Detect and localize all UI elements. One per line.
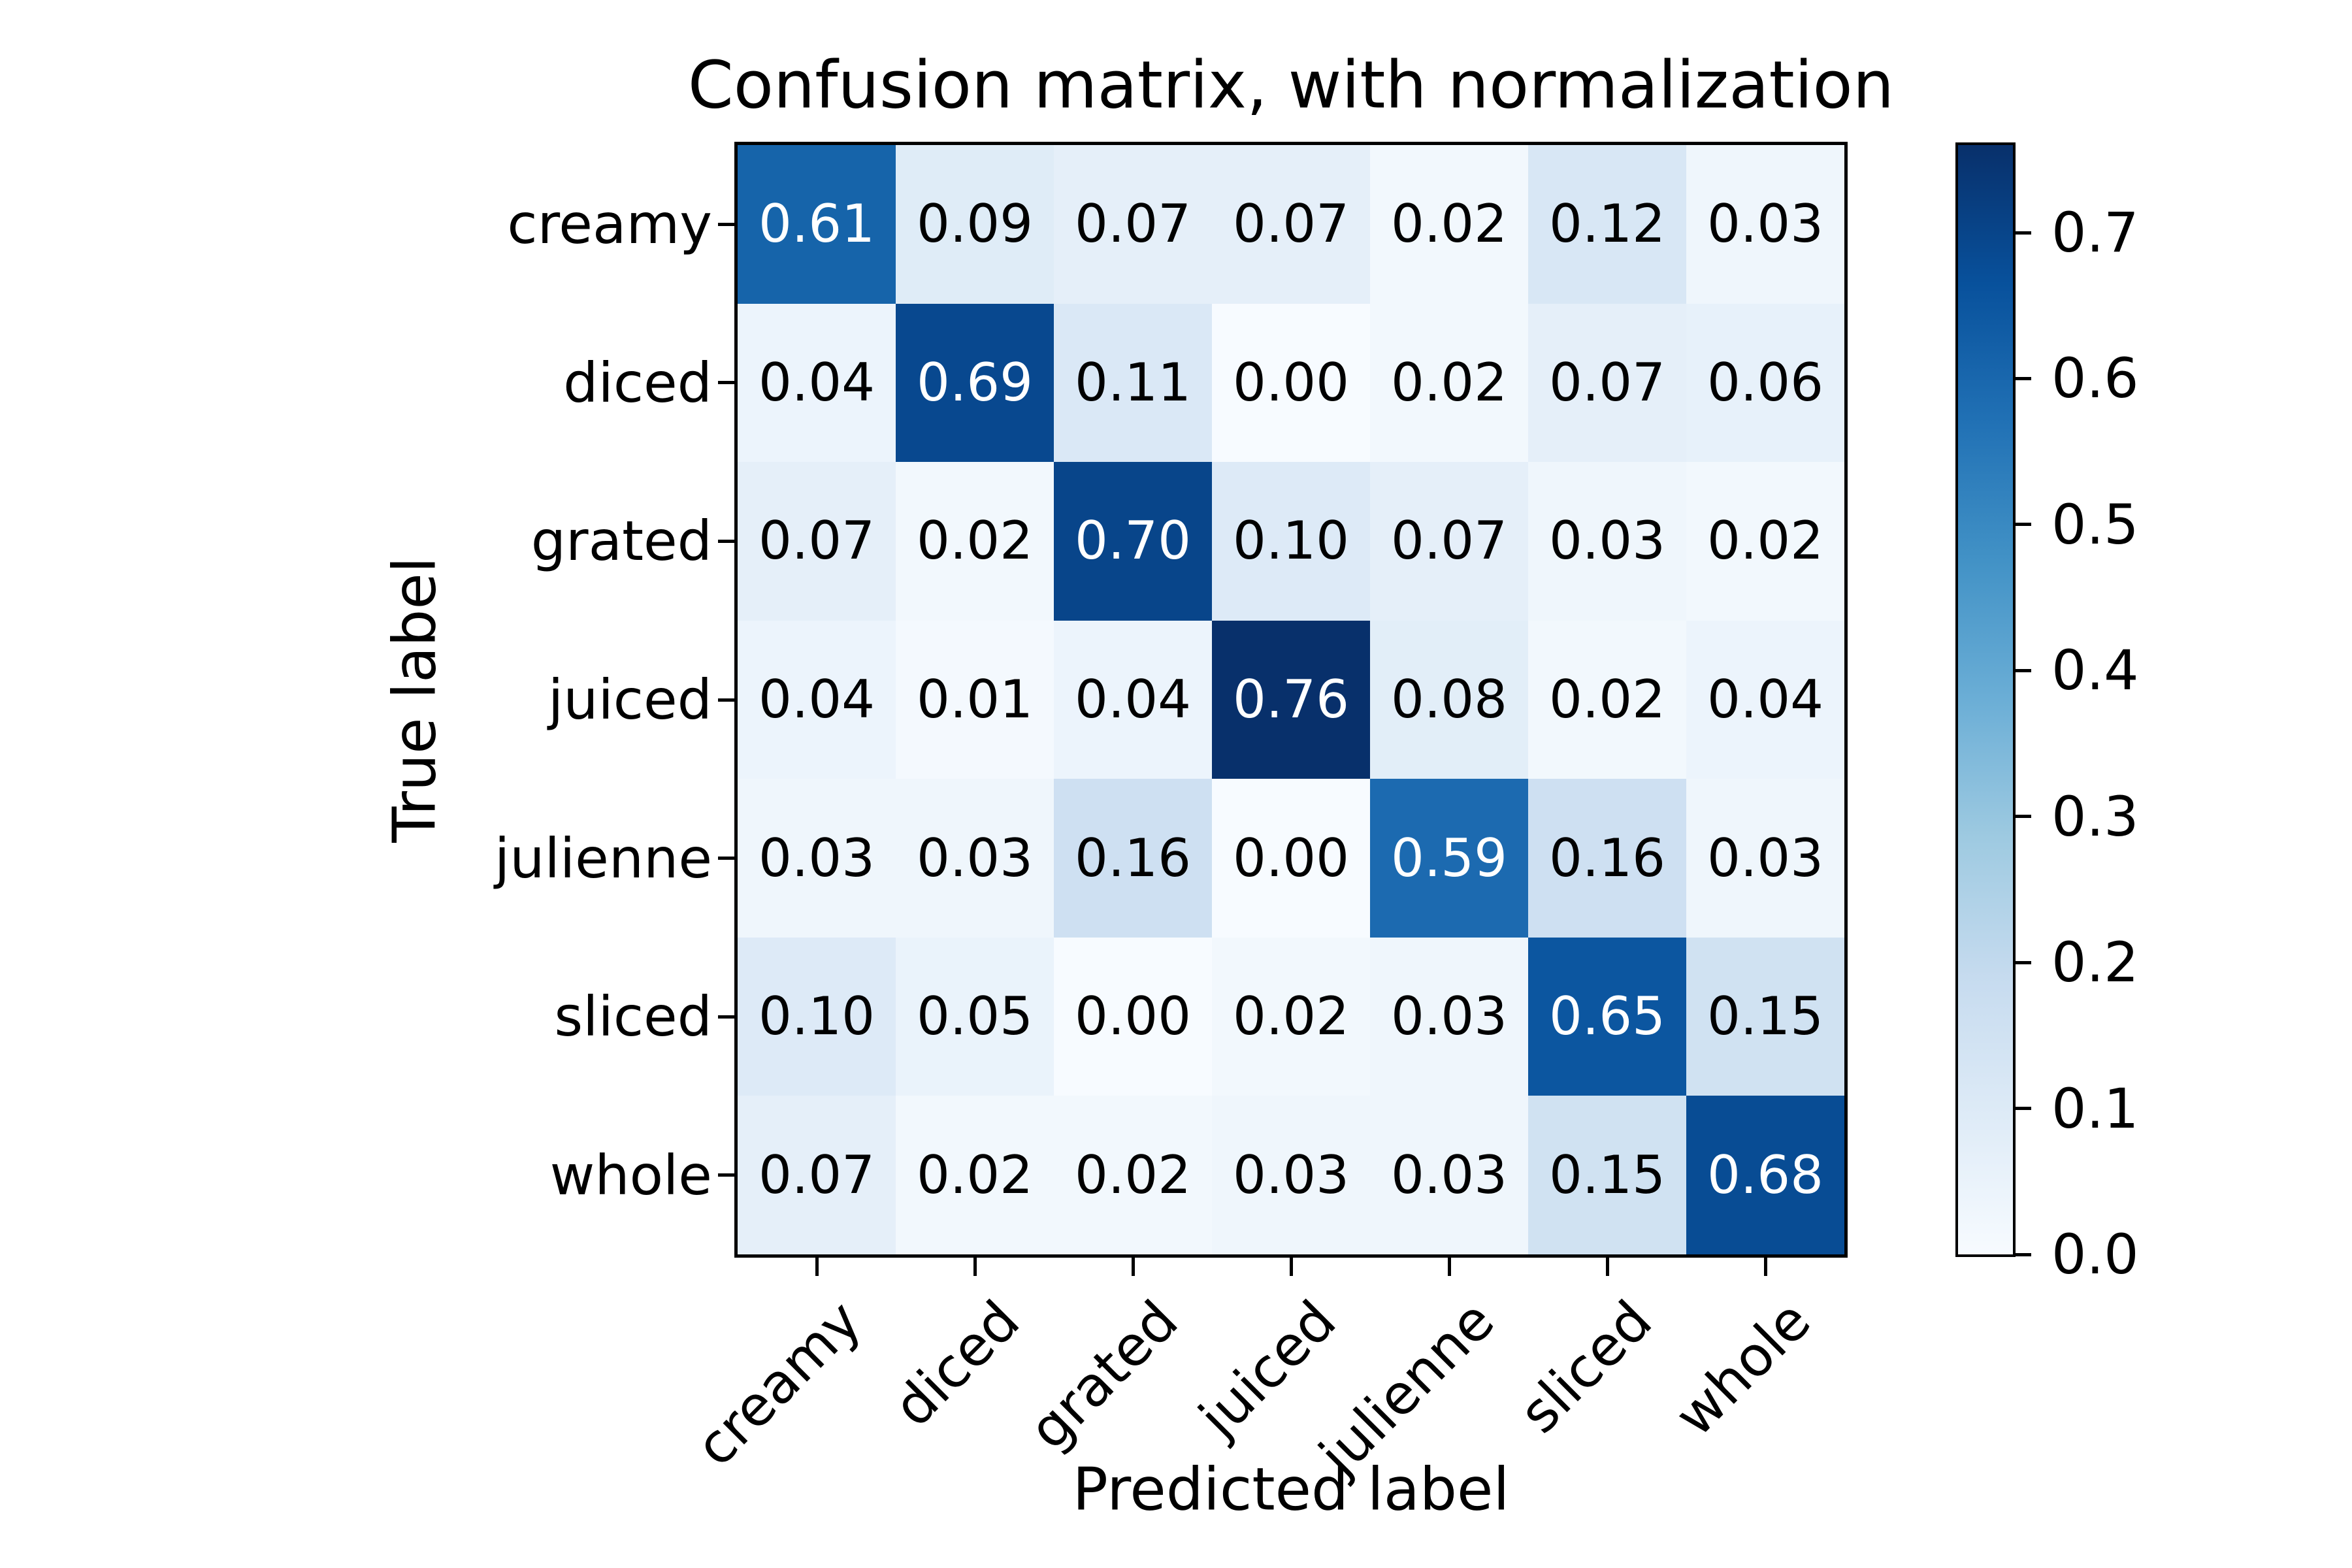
matrix-cell: 0.06 xyxy=(1686,303,1844,463)
matrix-cell: 0.16 xyxy=(1528,779,1686,938)
matrix-cell: 0.61 xyxy=(738,145,896,304)
matrix-cell: 0.08 xyxy=(1370,620,1528,779)
matrix-cell: 0.69 xyxy=(896,303,1054,463)
x-tick-mark xyxy=(815,1258,819,1276)
y-tick-mark xyxy=(718,698,734,702)
x-tick-mark xyxy=(1605,1258,1609,1276)
x-tick-label: diced xyxy=(881,1288,1032,1439)
matrix-cell: 0.01 xyxy=(896,620,1054,779)
heatmap-plot-area: 0.61 0.09 0.07 0.07 0.02 0.12 0.03 0.04 0.69 0.11… xyxy=(734,142,1848,1258)
matrix-cell: 0.04 xyxy=(1686,620,1844,779)
matrix-cell: 0.03 xyxy=(1686,145,1844,304)
matrix-cell: 0.15 xyxy=(1528,1096,1686,1254)
y-axis-title: True label xyxy=(380,557,449,843)
colorbar-tick-label: 0.4 xyxy=(2051,638,2139,703)
colorbar-tick-mark xyxy=(2015,231,2031,235)
matrix-cell: 0.65 xyxy=(1528,937,1686,1096)
matrix-cell: 0.02 xyxy=(1370,303,1528,463)
y-tick-mark xyxy=(718,1173,734,1177)
matrix-cell: 0.16 xyxy=(1054,779,1212,938)
y-tick-label: juiced xyxy=(547,668,712,732)
colorbar-tick-label: 0.6 xyxy=(2051,346,2139,411)
x-tick-mark xyxy=(973,1258,977,1276)
matrix-cell: 0.03 xyxy=(1370,937,1528,1096)
matrix-cell: 0.15 xyxy=(1686,937,1844,1096)
matrix-cell: 0.04 xyxy=(1054,620,1212,779)
matrix-cell: 0.03 xyxy=(1370,1096,1528,1254)
matrix-cell: 0.07 xyxy=(738,1096,896,1254)
matrix-cell: 0.07 xyxy=(1054,145,1212,304)
matrix-cell: 0.03 xyxy=(738,779,896,938)
matrix-cell: 0.11 xyxy=(1054,303,1212,463)
matrix-cell: 0.03 xyxy=(896,779,1054,938)
matrix-cell: 0.02 xyxy=(1370,145,1528,304)
colorbar-tick-mark xyxy=(2015,1107,2031,1111)
colorbar-tick-label: 0.1 xyxy=(2051,1076,2139,1141)
colorbar-tick-label: 0.3 xyxy=(2051,784,2139,849)
x-tick-mark xyxy=(1763,1258,1767,1276)
matrix-cell: 0.03 xyxy=(1212,1096,1370,1254)
y-tick-mark xyxy=(718,222,734,226)
matrix-cell: 0.00 xyxy=(1212,779,1370,938)
matrix-cell: 0.76 xyxy=(1212,620,1370,779)
matrix-cell: 0.68 xyxy=(1686,1096,1844,1254)
matrix-cell: 0.07 xyxy=(1212,145,1370,304)
matrix-cell: 0.59 xyxy=(1370,779,1528,938)
colorbar-tick-mark xyxy=(2015,668,2031,672)
matrix-cell: 0.09 xyxy=(896,145,1054,304)
x-axis-title: Predicted label xyxy=(1072,1455,1510,1524)
x-tick-label: grated xyxy=(1016,1288,1190,1462)
colorbar-tick-label: 0.0 xyxy=(2051,1222,2139,1286)
x-tick-mark xyxy=(1289,1258,1293,1276)
y-tick-mark xyxy=(718,857,734,860)
colorbar xyxy=(1955,142,2016,1257)
matrix-cell: 0.10 xyxy=(738,937,896,1096)
matrix-cell: 0.03 xyxy=(1528,462,1686,621)
colorbar-tick-mark xyxy=(2015,376,2031,380)
colorbar-tick-label: 0.2 xyxy=(2051,930,2139,995)
x-tick-mark xyxy=(1131,1258,1135,1276)
matrix-cell: 0.05 xyxy=(896,937,1054,1096)
heatmap-grid: 0.61 0.09 0.07 0.07 0.02 0.12 0.03 0.04 0.69 0.11… xyxy=(738,145,1844,1254)
y-tick-label: grated xyxy=(531,509,712,574)
colorbar-tick-label: 0.7 xyxy=(2051,201,2139,265)
colorbar-tick-mark xyxy=(2015,523,2031,527)
matrix-cell: 0.04 xyxy=(738,620,896,779)
matrix-cell: 0.02 xyxy=(1686,462,1844,621)
y-tick-label: whole xyxy=(549,1143,712,1207)
matrix-cell: 0.12 xyxy=(1528,145,1686,304)
y-tick-mark xyxy=(718,539,734,543)
matrix-cell: 0.02 xyxy=(1212,937,1370,1096)
colorbar-tick-mark xyxy=(2015,960,2031,964)
colorbar-gradient xyxy=(1958,145,2013,1254)
colorbar-tick-mark xyxy=(2015,1252,2031,1256)
matrix-cell: 0.02 xyxy=(1528,620,1686,779)
matrix-cell: 0.03 xyxy=(1686,779,1844,938)
x-tick-label: whole xyxy=(1662,1288,1823,1448)
matrix-cell: 0.07 xyxy=(738,462,896,621)
matrix-cell: 0.10 xyxy=(1212,462,1370,621)
colorbar-tick-mark xyxy=(2015,815,2031,819)
y-tick-label: julienne xyxy=(494,826,712,890)
colorbar-tick-label: 0.5 xyxy=(2051,492,2139,557)
y-tick-mark xyxy=(718,1015,734,1019)
chart-title: Confusion matrix, with normalization xyxy=(687,46,1895,123)
y-tick-label: creamy xyxy=(507,192,712,257)
matrix-cell: 0.07 xyxy=(1370,462,1528,621)
y-tick-label: sliced xyxy=(554,985,712,1049)
matrix-cell: 0.02 xyxy=(896,462,1054,621)
matrix-cell: 0.04 xyxy=(738,303,896,463)
matrix-cell: 0.02 xyxy=(1054,1096,1212,1254)
y-tick-mark xyxy=(718,381,734,385)
x-tick-mark xyxy=(1447,1258,1451,1276)
matrix-cell: 0.00 xyxy=(1212,303,1370,463)
y-tick-label: diced xyxy=(563,350,712,415)
matrix-cell: 0.02 xyxy=(896,1096,1054,1254)
x-tick-label: sliced xyxy=(1507,1288,1665,1446)
matrix-cell: 0.70 xyxy=(1054,462,1212,621)
matrix-cell: 0.00 xyxy=(1054,937,1212,1096)
x-tick-label: creamy xyxy=(683,1288,874,1479)
matrix-cell: 0.07 xyxy=(1528,303,1686,463)
